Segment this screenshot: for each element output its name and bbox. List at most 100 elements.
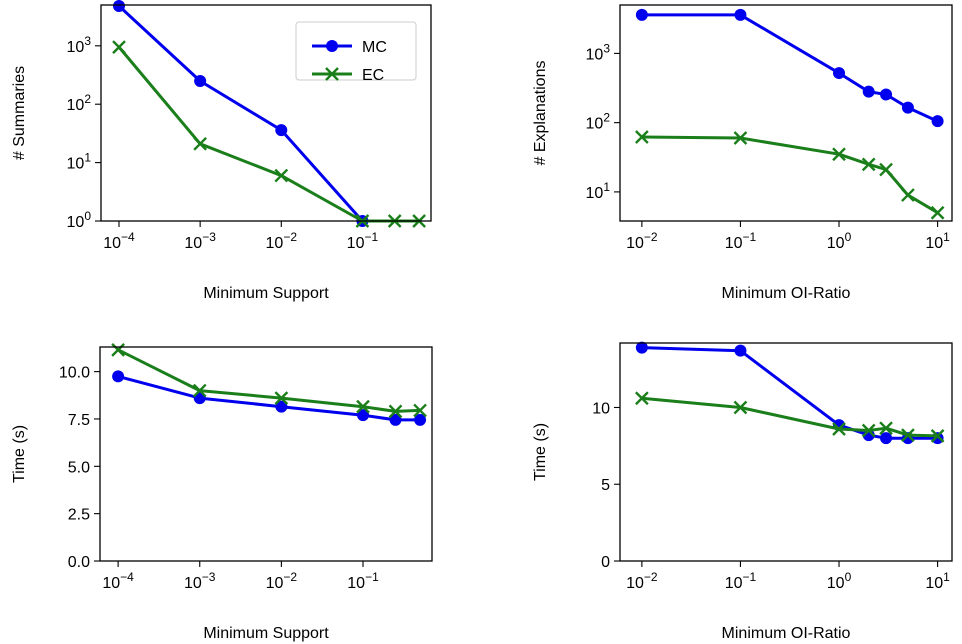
data-point-ec [388, 404, 403, 419]
data-point-mc [734, 344, 747, 357]
data-point-ec [861, 423, 876, 438]
y-tick-label: 5.0 [68, 459, 90, 476]
y-axis-label: # Summaries [11, 66, 28, 160]
chart-panel-2: 10−2 10−1 100 101 101 102 103 Minimum OI-Ratio #… [532, 4, 953, 302]
y-tick-label: 7.5 [68, 412, 90, 429]
data-point-ec [879, 421, 893, 436]
y-tick-label: 102 [67, 92, 92, 114]
data-point-mc [357, 409, 370, 422]
y-tick-label: 101 [67, 151, 92, 173]
y-tick-label: 103 [586, 41, 611, 63]
plot-frame [619, 342, 953, 562]
x-tick-label: 10−3 [184, 570, 216, 592]
x-tick-label: 10−2 [266, 230, 298, 252]
data-point-ec [193, 136, 207, 151]
y-tick-label: 2.5 [68, 507, 90, 524]
x-tick-label: 10−1 [725, 230, 757, 252]
x-tick-label: 100 [827, 230, 852, 252]
x-tick-label: 10−4 [102, 570, 134, 592]
data-point-mc [862, 85, 875, 98]
plot-frame [100, 4, 432, 222]
x-tick-label: 10−2 [266, 570, 298, 592]
data-point-ec [930, 205, 945, 220]
series-line-ec [641, 396, 938, 438]
legend: MC EC [295, 21, 417, 84]
plot-frame [619, 4, 953, 222]
x-axis-label: Minimum Support [203, 285, 329, 302]
data-point-ec [832, 147, 846, 162]
y-tick-label: 10.0 [59, 365, 90, 382]
data-point-mc [901, 101, 914, 114]
data-point-ec [111, 342, 125, 357]
data-point-ec [356, 399, 370, 414]
x-tick-label: 10−2 [626, 570, 658, 592]
legend-label-ec: EC [362, 67, 384, 84]
series-line-mc [641, 346, 938, 440]
data-point-ec [192, 383, 207, 398]
data-point-mc [734, 8, 747, 21]
x-tick-label: 10−1 [347, 230, 379, 252]
data-point-mc [880, 432, 893, 445]
data-point-ec [635, 130, 649, 144]
data-point-mc [635, 341, 648, 354]
x-axis-label: Minimum OI-Ratio [722, 625, 851, 642]
x-tick-label: 10−1 [347, 570, 379, 592]
data-point-ec [901, 188, 915, 202]
data-point-ec [832, 422, 846, 436]
data-point-ec [733, 131, 748, 145]
legend-marker-ec [325, 67, 339, 81]
y-axis-label: # Explanations [532, 61, 549, 166]
data-point-mc [275, 124, 288, 137]
data-point-mc [113, 0, 126, 13]
chart-panel-3: 10−4 10−3 10−2 10−1 0.0 2.5 5.0 7.5 10.0 Minimum … [11, 342, 433, 642]
x-tick-label: 101 [925, 570, 950, 592]
data-point-ec [733, 400, 748, 415]
y-tick-label: 5 [601, 477, 610, 494]
data-point-mc [635, 8, 648, 21]
data-point-mc [112, 370, 125, 383]
data-point-mc [833, 67, 846, 80]
legend-label-mc: MC [362, 39, 387, 56]
plot-frame [99, 346, 433, 562]
series-line-mc [117, 4, 364, 222]
data-point-mc [275, 400, 288, 413]
data-point-ec [930, 429, 945, 443]
x-axis-label: Minimum OI-Ratio [722, 285, 851, 302]
data-point-mc [880, 88, 893, 101]
x-tick-label: 10−4 [103, 230, 135, 252]
x-tick-label: 100 [827, 570, 852, 592]
data-point-ec [413, 403, 427, 418]
x-tick-label: 10−2 [626, 230, 658, 252]
data-point-mc [389, 413, 402, 426]
data-point-mc [414, 413, 427, 426]
y-tick-label: 0.0 [68, 554, 90, 571]
chart-panel-4: 10−2 10−1 100 101 0 5 10 Minimum OI-Ratio Time (… [532, 341, 953, 642]
y-tick-label: 100 [67, 209, 92, 231]
y-axis-label: Time (s) [11, 425, 28, 483]
x-tick-label: 10−3 [184, 230, 216, 252]
data-point-mc [194, 74, 207, 87]
x-tick-label: 101 [925, 230, 950, 252]
y-tick-label: 10 [592, 400, 610, 417]
data-point-mc [931, 115, 944, 128]
data-point-ec [274, 391, 289, 405]
x-tick-label: 10−1 [725, 570, 757, 592]
y-tick-label: 103 [67, 34, 92, 56]
data-point-ec [635, 391, 649, 406]
data-point-ec [879, 162, 893, 177]
series-line-ec [641, 135, 939, 214]
data-point-ec [274, 168, 289, 183]
y-tick-label: 102 [586, 111, 611, 133]
chart-panel-1: 10−4 10−3 10−2 10−1 100 101 102 103 Minimum Supp… [11, 0, 432, 302]
x-axis-label: Minimum Support [203, 625, 329, 642]
legend-marker-mc [326, 40, 338, 52]
y-axis-label: Time (s) [532, 423, 549, 481]
data-point-ec [861, 157, 876, 172]
y-tick-label: 0 [601, 554, 610, 571]
y-tick-label: 101 [586, 180, 611, 202]
legend-box [295, 21, 417, 81]
data-point-mc [931, 432, 944, 445]
data-point-ec [901, 428, 915, 442]
series-line-mc [641, 13, 939, 123]
